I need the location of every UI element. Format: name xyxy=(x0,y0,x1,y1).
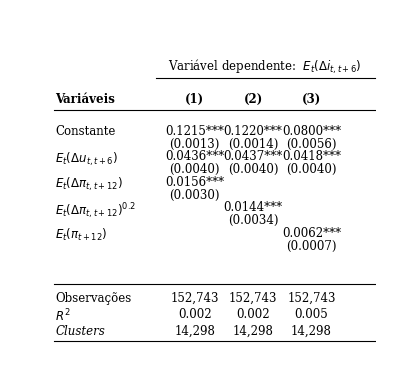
Text: $E_t(\Delta u_{t,t+6})$: $E_t(\Delta u_{t,t+6})$ xyxy=(56,151,119,168)
Text: 152,743: 152,743 xyxy=(171,292,219,305)
Text: (0.0013): (0.0013) xyxy=(170,138,220,151)
Text: (1): (1) xyxy=(185,93,204,106)
Text: Constante: Constante xyxy=(56,125,116,138)
Text: Observações: Observações xyxy=(56,292,132,305)
Text: 0.002: 0.002 xyxy=(178,308,212,321)
Text: 0.005: 0.005 xyxy=(295,308,328,321)
Text: 0.1215***: 0.1215*** xyxy=(166,125,224,138)
Text: Clusters: Clusters xyxy=(56,324,105,338)
Text: Variável dependente:  $E_t(\Delta i_{t,t+6})$: Variável dependente: $E_t(\Delta i_{t,t+… xyxy=(168,57,362,76)
Text: (0.0014): (0.0014) xyxy=(228,138,278,151)
Text: 0.0800***: 0.0800*** xyxy=(282,125,341,138)
Text: (0.0040): (0.0040) xyxy=(228,163,278,176)
Text: (2): (2) xyxy=(243,93,263,106)
Text: $R^2$: $R^2$ xyxy=(56,308,71,324)
Text: 14,298: 14,298 xyxy=(174,324,215,338)
Text: 14,298: 14,298 xyxy=(233,324,273,338)
Text: (0.0034): (0.0034) xyxy=(228,214,278,227)
Text: 0.002: 0.002 xyxy=(236,308,270,321)
Text: $E_t(\Delta\pi_{t,t+12})^{0.2}$: $E_t(\Delta\pi_{t,t+12})^{0.2}$ xyxy=(56,202,136,222)
Text: 0.0418***: 0.0418*** xyxy=(282,151,341,163)
Text: 0.1220***: 0.1220*** xyxy=(224,125,283,138)
Text: (0.0040): (0.0040) xyxy=(286,163,336,176)
Text: (0.0056): (0.0056) xyxy=(286,138,336,151)
Text: (0.0030): (0.0030) xyxy=(170,188,220,202)
Text: 0.0156***: 0.0156*** xyxy=(165,176,224,189)
Text: 152,743: 152,743 xyxy=(287,292,336,305)
Text: 0.0144***: 0.0144*** xyxy=(224,202,283,214)
Text: 0.0062***: 0.0062*** xyxy=(282,227,341,240)
Text: 0.0436***: 0.0436*** xyxy=(165,151,224,163)
Text: 14,298: 14,298 xyxy=(291,324,332,338)
Text: (0.0040): (0.0040) xyxy=(170,163,220,176)
Text: $E_t(\Delta\pi_{t,t+12})$: $E_t(\Delta\pi_{t,t+12})$ xyxy=(56,176,123,193)
Text: Variáveis: Variáveis xyxy=(56,93,115,106)
Text: (3): (3) xyxy=(302,93,321,106)
Text: (0.0007): (0.0007) xyxy=(286,239,336,253)
Text: 0.0437***: 0.0437*** xyxy=(224,151,283,163)
Text: 152,743: 152,743 xyxy=(229,292,278,305)
Text: $E_t(\pi_{t+12})$: $E_t(\pi_{t+12})$ xyxy=(56,227,108,243)
